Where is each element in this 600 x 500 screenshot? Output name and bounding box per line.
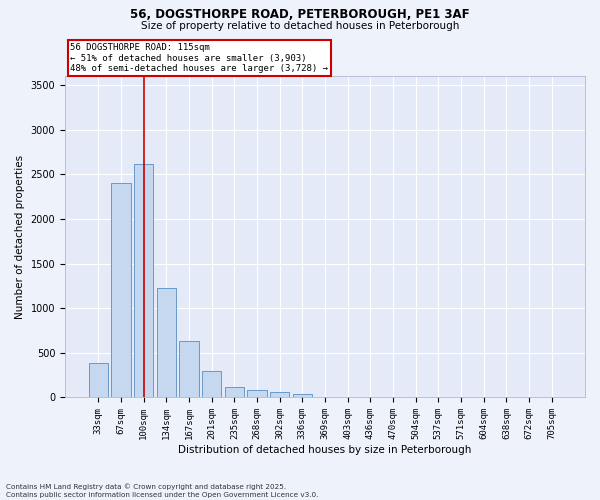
Bar bbox=[270, 392, 289, 398]
Bar bbox=[157, 288, 176, 398]
Bar bbox=[316, 396, 335, 398]
Bar bbox=[112, 184, 131, 398]
Bar bbox=[247, 390, 266, 398]
Bar bbox=[224, 387, 244, 398]
Bar bbox=[202, 370, 221, 398]
Bar bbox=[293, 394, 312, 398]
Text: 56, DOGSTHORPE ROAD, PETERBOROUGH, PE1 3AF: 56, DOGSTHORPE ROAD, PETERBOROUGH, PE1 3… bbox=[130, 8, 470, 20]
Bar bbox=[134, 164, 153, 398]
Y-axis label: Number of detached properties: Number of detached properties bbox=[15, 154, 25, 319]
Text: Size of property relative to detached houses in Peterborough: Size of property relative to detached ho… bbox=[141, 21, 459, 31]
Text: 56 DOGSTHORPE ROAD: 115sqm
← 51% of detached houses are smaller (3,903)
48% of s: 56 DOGSTHORPE ROAD: 115sqm ← 51% of deta… bbox=[70, 43, 328, 73]
Text: Contains HM Land Registry data © Crown copyright and database right 2025.
Contai: Contains HM Land Registry data © Crown c… bbox=[6, 484, 319, 498]
Bar bbox=[89, 362, 108, 398]
Bar bbox=[179, 341, 199, 398]
X-axis label: Distribution of detached houses by size in Peterborough: Distribution of detached houses by size … bbox=[178, 445, 472, 455]
